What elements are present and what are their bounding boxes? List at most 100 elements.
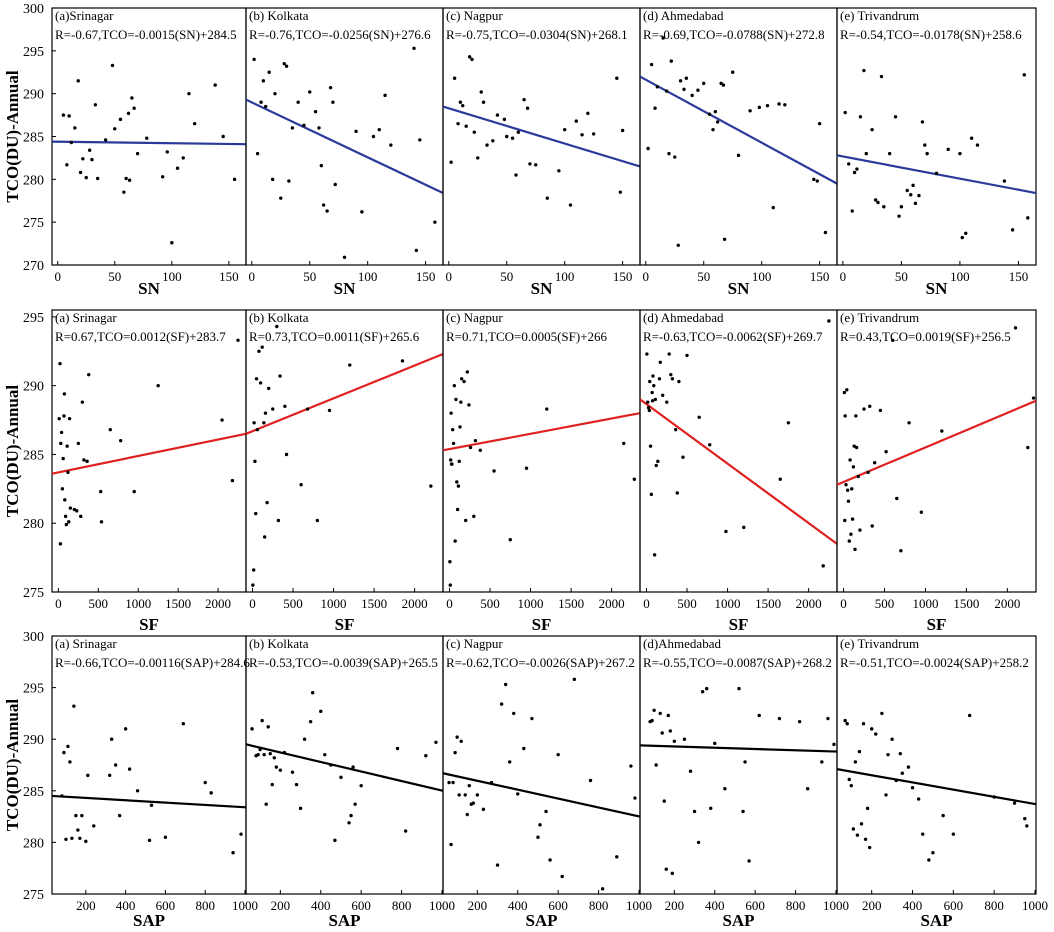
x-tick-label: 1500 xyxy=(165,596,191,611)
panel-equation: R=-0.55,TCO=-0.0087(SAP)+268.2 xyxy=(643,655,832,670)
data-point xyxy=(851,827,856,831)
x-tick-label: 600 xyxy=(351,898,371,913)
data-point xyxy=(669,372,673,377)
panel-frame xyxy=(639,309,838,593)
data-point xyxy=(60,487,65,491)
panel-title: (b) Kolkata xyxy=(249,636,309,651)
y-tick-label: 280 xyxy=(23,836,44,851)
data-point xyxy=(820,760,824,764)
panel-title: (e) Trivandrum xyxy=(840,310,919,325)
data-point xyxy=(507,760,512,764)
data-point xyxy=(62,392,67,396)
data-point xyxy=(692,809,697,814)
data-point xyxy=(278,374,282,378)
data-point xyxy=(503,682,508,687)
data-point xyxy=(464,124,468,128)
data-point xyxy=(434,740,438,744)
data-point xyxy=(648,444,653,448)
data-point xyxy=(568,203,573,207)
data-point xyxy=(847,777,851,782)
x-axis-label: SF xyxy=(532,615,552,634)
data-point xyxy=(456,484,461,488)
x-tick-label: 0 xyxy=(446,596,453,611)
data-point xyxy=(591,132,596,136)
data-point xyxy=(528,162,532,166)
data-point xyxy=(1026,445,1030,450)
x-axis-label: SAP xyxy=(525,911,557,930)
data-point xyxy=(250,727,254,731)
data-point xyxy=(917,193,921,198)
x-tick-label: 1000 xyxy=(321,596,347,611)
x-tick-label: 100 xyxy=(752,269,772,284)
panel-equation: R=-0.62,TCO=-0.0026(SAP)+267.2 xyxy=(446,655,635,670)
panel-title: (c) Nagpur xyxy=(446,8,503,23)
y-axis-label: TCO(DU)-Annual xyxy=(3,699,22,832)
x-tick-label: 400 xyxy=(705,898,725,913)
data-point xyxy=(62,414,66,418)
data-point xyxy=(713,109,718,114)
panel-equation: R=-0.69,TCO=-0.0788(SN)+272.8 xyxy=(643,27,825,42)
data-point xyxy=(843,718,847,723)
data-point xyxy=(910,786,915,790)
x-tick-label: 800 xyxy=(984,898,1004,913)
data-point xyxy=(266,386,271,391)
data-point xyxy=(349,813,353,818)
x-tick-label: 100 xyxy=(555,269,575,284)
data-point xyxy=(916,797,921,801)
y-tick-label: 285 xyxy=(23,448,44,463)
data-point xyxy=(852,170,857,175)
data-point xyxy=(313,109,318,114)
data-point xyxy=(544,809,548,814)
data-point xyxy=(424,754,428,758)
data-point xyxy=(60,794,64,798)
data-point xyxy=(476,156,480,160)
data-point xyxy=(272,756,276,760)
data-point xyxy=(823,230,828,235)
data-point xyxy=(850,209,854,213)
data-point xyxy=(713,741,717,746)
panel-title: (c) Nagpur xyxy=(446,636,503,651)
x-tick-label: 400 xyxy=(903,898,923,913)
x-tick-label: 1500 xyxy=(953,596,979,611)
data-point xyxy=(670,871,675,876)
data-point xyxy=(667,352,671,356)
data-point xyxy=(851,465,856,469)
x-tick-label: 500 xyxy=(89,596,109,611)
data-point xyxy=(79,514,83,519)
data-point xyxy=(92,824,96,828)
data-point xyxy=(287,179,291,183)
data-point xyxy=(170,241,174,245)
data-point xyxy=(290,126,295,130)
data-point xyxy=(893,115,898,119)
regression-line xyxy=(836,768,1037,806)
data-point xyxy=(109,737,114,741)
x-tick-label: 0 xyxy=(249,269,256,284)
data-point xyxy=(118,117,123,122)
data-point xyxy=(455,480,459,484)
data-point xyxy=(827,319,831,323)
data-point xyxy=(274,765,279,769)
y-tick-label: 290 xyxy=(23,733,44,748)
data-point xyxy=(709,806,713,811)
panel-equation: R=0.73,TCO=0.0011(SF)+265.6 xyxy=(249,329,420,344)
data-point xyxy=(721,83,726,87)
data-point xyxy=(284,452,289,457)
data-point xyxy=(853,760,858,764)
data-point xyxy=(826,716,830,721)
x-axis-label: SF xyxy=(335,615,355,634)
data-point xyxy=(668,729,673,733)
data-point xyxy=(478,448,482,453)
data-point xyxy=(135,789,140,793)
data-point xyxy=(873,198,878,202)
data-point xyxy=(271,407,275,411)
data-point xyxy=(675,491,679,495)
data-point xyxy=(629,764,633,768)
data-point xyxy=(682,737,687,741)
data-point xyxy=(265,500,269,505)
data-point xyxy=(847,162,851,166)
data-point xyxy=(672,739,677,743)
panel-equation: R=-0.53,TCO=-0.0039(SAP)+265.5 xyxy=(249,655,438,670)
data-point xyxy=(898,751,902,756)
data-point xyxy=(736,153,741,158)
data-point xyxy=(797,719,802,724)
